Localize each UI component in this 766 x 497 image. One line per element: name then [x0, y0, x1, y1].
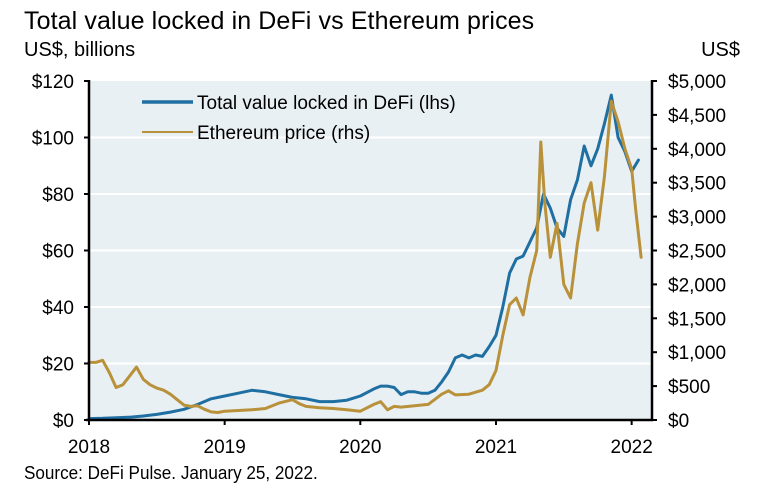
series-group: [87, 93, 643, 421]
right-tick-label: $4,500: [668, 106, 726, 127]
left-tick-label: $100: [32, 129, 74, 150]
x-tick-label: 2021: [475, 437, 517, 458]
right-tick-label: $1,500: [668, 309, 726, 330]
chart-title: Total value locked in DeFi vs Ethereum p…: [24, 7, 535, 35]
left-tick-label: $40: [42, 298, 74, 319]
axes: $0 $20 $40 $60 $80 $100 $120 $0 $500 $1,000 $1,500…: [32, 72, 726, 458]
legend-label-eth: Ethereum price (rhs): [197, 123, 370, 144]
legend: Total value locked in DeFi (lhs) Ethereu…: [142, 93, 456, 144]
right-tick-label: $3,000: [668, 208, 726, 229]
x-tick-label: 2018: [68, 437, 110, 458]
gridlines: [89, 136, 652, 365]
legend-label-tvl: Total value locked in DeFi (lhs): [197, 93, 456, 114]
left-tick-label: $20: [42, 355, 74, 376]
right-tick-label: $3,500: [668, 174, 726, 195]
x-tick-label: 2019: [204, 437, 246, 458]
left-axis-unit: US$, billions: [24, 39, 136, 61]
right-axis-unit: US$: [701, 39, 740, 61]
x-tick-label: 2020: [339, 437, 381, 458]
x-tick-label: 2022: [611, 437, 653, 458]
right-tick-label: $1,000: [668, 343, 726, 364]
series-line-eth: [87, 99, 643, 414]
left-tick-label: $0: [53, 411, 74, 432]
right-tick-label: $500: [668, 377, 710, 398]
left-tick-label: $120: [32, 72, 74, 93]
right-tick-label: $2,000: [668, 275, 726, 296]
source-note: Source: DeFi Pulse. January 25, 2022.: [24, 463, 318, 483]
right-tick-label: $5,000: [668, 72, 726, 93]
right-tick-label: $0: [668, 411, 689, 432]
left-tick-label: $60: [42, 242, 74, 263]
left-tick-label: $80: [42, 185, 74, 206]
series-line-tvl: [87, 93, 640, 421]
right-tick-label: $4,000: [668, 140, 726, 161]
right-tick-label: $2,500: [668, 242, 726, 263]
